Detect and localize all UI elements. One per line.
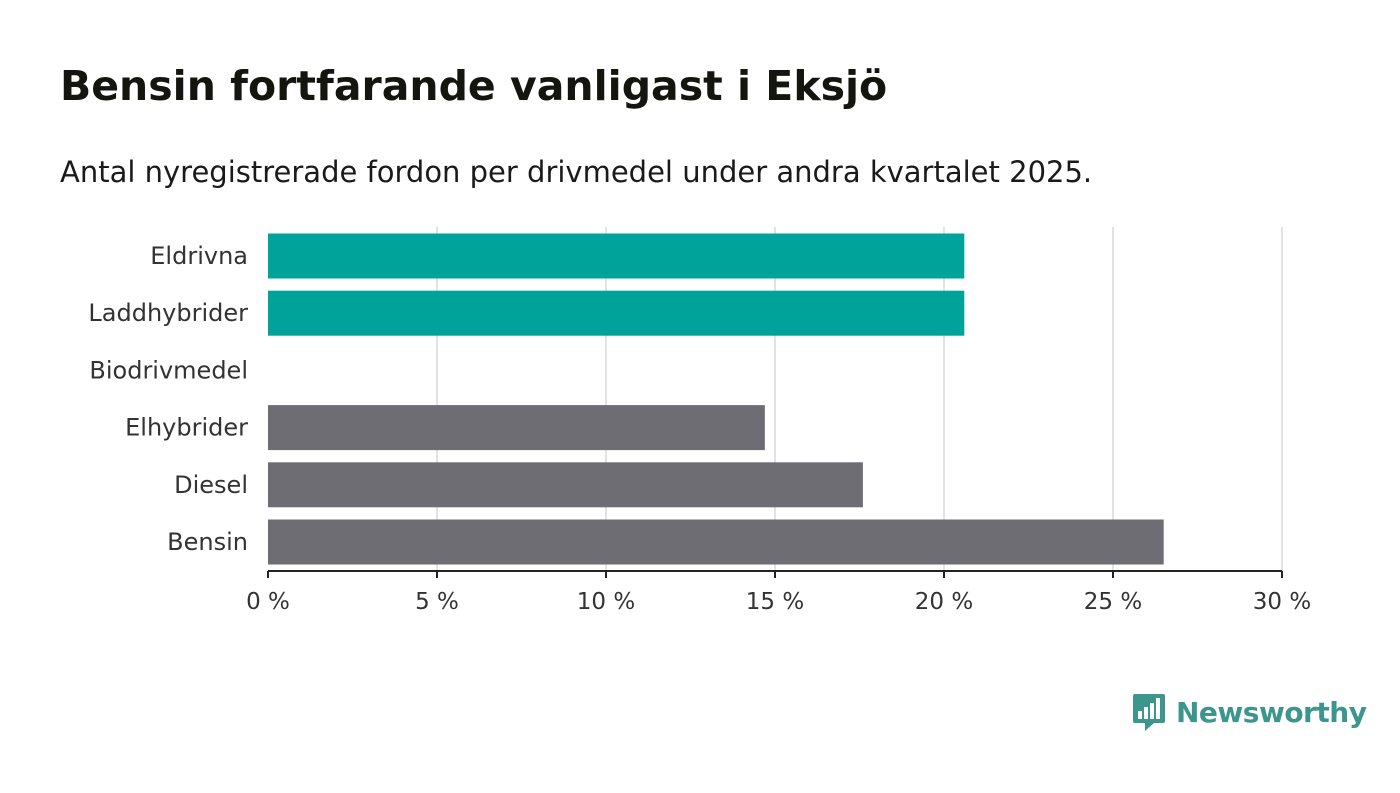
category-label: Elhybrider — [125, 414, 248, 442]
x-tick-label: 25 % — [1084, 589, 1142, 615]
category-labels: Eldrivna Laddhybrider Biodrivmedel Elhybrid… — [88, 242, 248, 556]
x-tick-label: 20 % — [915, 589, 973, 615]
chart-subtitle: Antal nyregistrerade fordon per drivmede… — [60, 155, 1093, 189]
x-axis: 0 % 5 % 10 % 15 % 20 % 25 % 30 % — [246, 570, 1311, 615]
category-label: Eldrivna — [150, 242, 248, 270]
bar-bensin — [268, 519, 1164, 565]
bar-laddhybrider — [268, 290, 965, 336]
gridlines — [436, 227, 1283, 571]
newsworthy-chart-bubble-icon — [1133, 694, 1165, 731]
x-tick-label: 30 % — [1253, 589, 1311, 615]
x-tick-label: 10 % — [577, 589, 635, 615]
x-tick-label: 5 % — [415, 589, 459, 615]
bars — [268, 233, 1164, 565]
bar-chart: Eldrivna Laddhybrider Biodrivmedel Elhybrid… — [88, 227, 1311, 615]
x-tick-label: 15 % — [746, 589, 804, 615]
category-label: Bensin — [167, 528, 248, 556]
bar-eldrivna — [268, 233, 965, 279]
category-label: Laddhybrider — [88, 299, 248, 327]
category-label: Diesel — [174, 471, 248, 499]
x-tick-label: 0 % — [246, 589, 290, 615]
chart-title: Bensin fortfarande vanligast i Eksjö — [60, 62, 888, 110]
category-label: Biodrivmedel — [89, 356, 248, 384]
bar-diesel — [268, 462, 863, 508]
newsworthy-logo: Newsworthy — [1132, 692, 1367, 732]
logo-text: Newsworthy — [1176, 695, 1367, 729]
bar-elhybrider — [268, 405, 765, 451]
